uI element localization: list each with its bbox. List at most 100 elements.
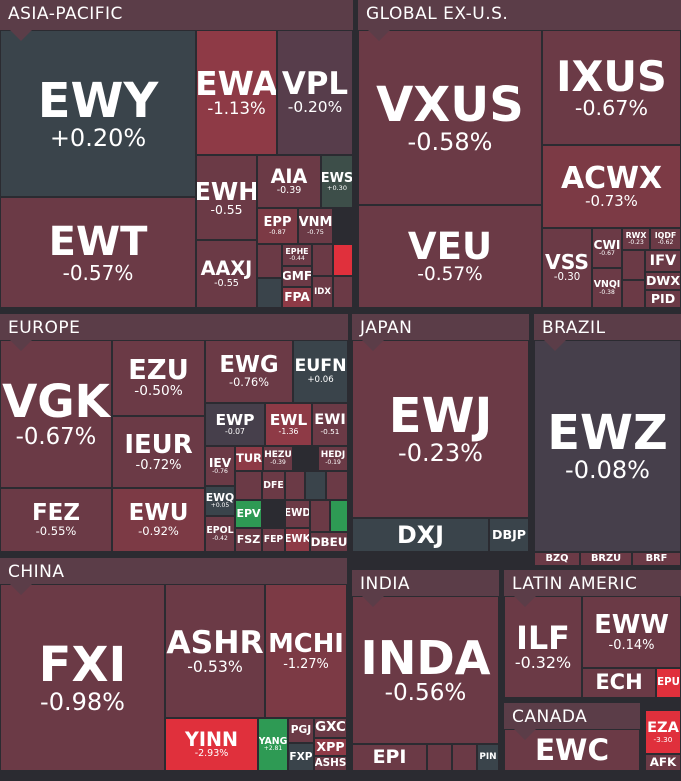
blank-tile — [257, 244, 282, 278]
change: -0.51 — [320, 427, 340, 437]
blank-tile — [452, 744, 477, 771]
change: -0.98% — [40, 687, 125, 716]
tile: XPP — [314, 738, 347, 756]
tile: FEZ -0.55% — [0, 488, 112, 552]
tile: VXUS -0.58% — [358, 30, 542, 205]
tile: EWY +0.20% — [0, 30, 196, 197]
blank-tile — [333, 244, 353, 276]
tile: EWP -0.07 — [205, 403, 265, 446]
tile: DFE — [262, 471, 285, 500]
tile: BZQ — [534, 552, 580, 566]
tile: YANG +2.81 — [258, 718, 288, 771]
blank-tile — [326, 471, 348, 500]
change: -3.30 — [653, 734, 673, 744]
section-header: BRAZIL — [534, 314, 681, 340]
ticker: AIA — [270, 164, 308, 188]
tile: HEDJ -0.19 — [318, 446, 348, 471]
tile: EWL -1.36 — [265, 403, 312, 446]
tile: AIA -0.39 — [257, 155, 321, 208]
section-header: ASIA-PACIFIC — [0, 0, 353, 30]
change: -0.30 — [553, 272, 581, 284]
tile: GMF — [282, 266, 312, 287]
tile: EPOL -0.42 — [205, 516, 235, 552]
tile: EWA -1.13% — [196, 30, 277, 155]
blank-tile — [285, 471, 305, 500]
tile: AFK — [645, 754, 681, 771]
tile: HEZU -0.39 — [263, 446, 293, 471]
change: -0.57% — [417, 263, 483, 285]
ticker: FSZ — [236, 533, 261, 547]
tile: EZA -3.30 — [645, 710, 681, 754]
ticker: AAXJ — [200, 257, 253, 281]
change: -0.42 — [212, 534, 228, 542]
tile: PID — [645, 290, 681, 308]
ticker: YINN — [185, 727, 238, 751]
ticker: EWS — [321, 170, 353, 186]
header-notch — [368, 30, 390, 41]
tile: ACWX -0.73% — [542, 145, 681, 228]
ticker: ILF — [516, 620, 570, 657]
change: +0.06 — [307, 374, 334, 385]
change: -0.39 — [270, 459, 286, 467]
tile: EWQ +0.05 — [205, 486, 235, 516]
ticker: EWT — [48, 218, 148, 265]
header-notch — [362, 340, 384, 351]
section-header: JAPAN — [352, 314, 529, 340]
blank-tile — [427, 744, 452, 771]
change: -0.76% — [229, 376, 269, 390]
ticker: EWI — [314, 411, 346, 429]
tile: CWI -0.67 — [592, 228, 622, 268]
change: +0.05 — [210, 502, 230, 510]
change: -0.14% — [608, 637, 655, 653]
ticker: EWW — [594, 610, 669, 641]
ticker: VNQI — [593, 279, 621, 291]
blank-tile — [622, 280, 645, 308]
tile: EWD — [285, 500, 310, 528]
ticker: DFE — [263, 479, 284, 491]
tile: EPU — [656, 668, 681, 698]
tile: DWX — [645, 272, 681, 290]
ticker: VSS — [545, 250, 589, 275]
ticker: EPU — [657, 676, 680, 688]
blank-tile — [310, 500, 330, 532]
ticker: YANG — [258, 735, 288, 747]
ticker: EWY — [37, 72, 159, 129]
section-header: GLOBAL EX-U.S. — [358, 0, 681, 30]
tile: PGJ — [288, 718, 314, 743]
section-header: CHINA — [0, 558, 347, 584]
ticker: IQDF — [654, 230, 677, 240]
ticker: PIN — [479, 751, 497, 762]
change: -0.55 — [214, 277, 239, 289]
ticker: DBJP — [492, 526, 526, 542]
tile: EUFN +0.06 — [293, 340, 348, 403]
tile: IDX — [312, 276, 333, 308]
change: -0.72% — [135, 457, 182, 473]
blank-tile — [330, 500, 348, 532]
ticker: ASHR — [166, 624, 264, 661]
blank-tile — [257, 278, 282, 308]
ticker: EWZ — [547, 405, 668, 462]
ticker: IXUS — [556, 52, 667, 101]
ticker: VNM — [298, 215, 333, 231]
change: -0.73% — [585, 192, 638, 211]
change: -0.67% — [15, 423, 97, 450]
ticker: FXP — [289, 750, 313, 763]
ticker: ACWX — [560, 160, 663, 196]
ticker: EPP — [263, 215, 292, 231]
tile: EWJ -0.23% — [352, 340, 529, 518]
ticker: GMF — [282, 269, 312, 284]
ticker: VGK — [2, 375, 110, 429]
change: -0.38 — [599, 288, 615, 296]
tile: IEUR -0.72% — [112, 416, 205, 488]
ticker: EPI — [372, 745, 407, 768]
change: -1.36 — [278, 427, 299, 437]
tile: DBJP — [489, 518, 529, 552]
tile: EWU -0.92% — [112, 488, 205, 552]
change: -0.75 — [307, 228, 324, 237]
ticker: EZU — [128, 355, 189, 387]
ticker: GXC — [315, 720, 346, 736]
change: -0.23 — [628, 238, 644, 246]
tile: VEU -0.57% — [358, 205, 542, 308]
ticker: EWD — [285, 507, 310, 519]
change: -0.55 — [210, 201, 243, 217]
